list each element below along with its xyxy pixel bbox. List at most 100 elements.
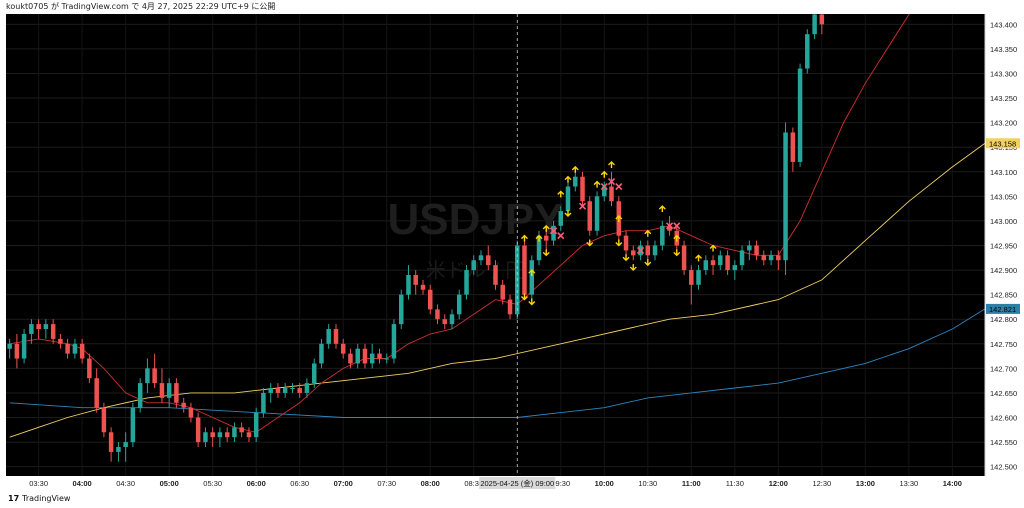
candle-body — [217, 432, 223, 438]
candle-body — [543, 235, 549, 241]
candle-body — [427, 289, 433, 310]
candle-body — [58, 338, 63, 344]
candle-body — [108, 432, 114, 452]
candle — [232, 422, 237, 443]
candle — [145, 358, 150, 393]
cross-marker-icon — [600, 182, 608, 191]
cross-marker-icon — [557, 232, 565, 240]
candle — [739, 245, 745, 271]
candle-body — [703, 260, 709, 271]
time-tick-label: 06:30 — [290, 479, 309, 488]
buy-arrow-icon — [709, 244, 717, 252]
candle-body — [87, 358, 92, 379]
price-label-background — [986, 303, 1020, 314]
moving-average-slow-line — [9, 308, 986, 418]
candle-body — [340, 343, 346, 354]
cross-marker-icon — [607, 178, 616, 186]
price-tick-label: 142.950 — [990, 241, 1017, 250]
chart-background — [6, 14, 1024, 490]
candle-body — [159, 383, 165, 398]
candle-body — [348, 353, 353, 364]
buy-arrow-icon — [600, 170, 608, 178]
candle — [348, 348, 353, 369]
candle — [602, 181, 607, 202]
candle — [464, 265, 469, 300]
price-tick-label: 143.050 — [990, 192, 1017, 201]
price-tick-label: 143.350 — [990, 45, 1017, 54]
candle — [493, 260, 498, 290]
tradingview-logo[interactable]: 17 TradingView — [8, 494, 70, 503]
candle — [645, 240, 651, 261]
candle-body — [275, 388, 281, 393]
candle — [558, 206, 564, 231]
candle — [319, 338, 324, 369]
cross-marker-icon — [673, 222, 681, 230]
candle-body — [333, 329, 339, 344]
candle — [703, 255, 709, 275]
time-tick-label: 11:00 — [682, 479, 701, 488]
moving-average-mid-line — [9, 142, 986, 438]
candle — [660, 220, 665, 251]
buy-arrow-icon — [615, 215, 623, 223]
time-tick-label: 08:00 — [421, 479, 440, 488]
candle-body — [261, 392, 266, 413]
candle — [94, 368, 99, 413]
price-tick-label: 142.650 — [990, 389, 1017, 398]
sell-arrow-icon — [542, 249, 550, 257]
time-tick-label: 08:30 — [464, 479, 483, 488]
buy-arrow-icon — [673, 234, 681, 242]
candle — [812, 14, 817, 40]
candle — [652, 240, 658, 261]
candle-body — [681, 245, 687, 271]
candle-body — [471, 260, 476, 271]
candle — [282, 383, 288, 398]
candle-body — [493, 265, 498, 285]
candle-body — [573, 176, 578, 187]
candle — [340, 338, 346, 359]
candle-body — [710, 260, 716, 266]
candle — [413, 270, 418, 295]
crosshair-time-background — [479, 477, 556, 489]
candle-body — [36, 324, 41, 330]
candle — [681, 240, 687, 275]
buy-arrow-icon — [564, 175, 572, 183]
candle-body — [660, 225, 665, 246]
candle-body — [319, 343, 324, 364]
candle-body — [203, 432, 208, 443]
candle-body — [362, 348, 368, 364]
price-tick-label: 142.550 — [990, 438, 1017, 447]
candle-body — [137, 383, 143, 408]
candle-body — [761, 255, 767, 261]
candle-body — [14, 343, 20, 359]
candle-body — [413, 274, 418, 285]
candle-body — [631, 250, 636, 256]
price-label-background — [986, 138, 1020, 149]
candle-body — [783, 132, 788, 261]
price-label-text: 142.821 — [989, 305, 1016, 314]
candle-body — [696, 270, 701, 285]
candle — [123, 432, 128, 462]
candle-body — [326, 329, 331, 344]
candle — [72, 338, 78, 359]
candle — [101, 402, 107, 438]
candle-body — [464, 270, 469, 295]
price-tick-label: 143.250 — [990, 94, 1017, 103]
candle-body — [304, 383, 310, 393]
candle-body — [50, 324, 56, 339]
candle — [790, 127, 796, 172]
candle-body — [116, 447, 121, 452]
candle-body — [7, 343, 12, 349]
candle — [333, 324, 339, 349]
candle-body — [819, 14, 825, 25]
candle-body — [558, 211, 564, 226]
candle — [290, 383, 295, 393]
candle — [486, 245, 491, 271]
candle-body — [565, 186, 571, 212]
price-tick-label: 142.800 — [990, 315, 1017, 324]
candle-body — [522, 245, 527, 295]
candle-body — [297, 388, 302, 393]
grid-lines — [6, 14, 985, 476]
candle-body — [130, 407, 136, 443]
